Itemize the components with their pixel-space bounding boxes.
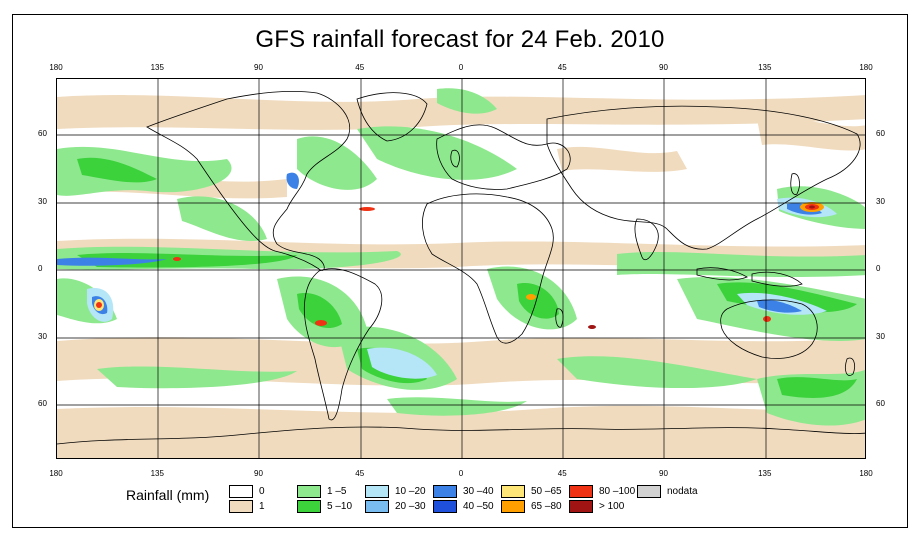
legend-label: 1 bbox=[259, 501, 265, 512]
right-latitude-label: 30 bbox=[876, 197, 885, 206]
legend-swatch bbox=[569, 500, 593, 513]
bottom-longitude-label: 45 bbox=[557, 469, 567, 478]
legend-label: 20 –30 bbox=[395, 501, 426, 512]
top-longitude-label: 180 bbox=[49, 63, 63, 72]
left-latitude-label: 60 bbox=[38, 399, 47, 408]
legend-swatch bbox=[229, 500, 253, 513]
legend-label: 10 –20 bbox=[395, 486, 426, 497]
bottom-longitude-label: 180 bbox=[859, 469, 873, 478]
legend-swatch bbox=[297, 485, 321, 498]
legend-swatch bbox=[433, 500, 457, 513]
legend-swatch bbox=[229, 485, 253, 498]
left-latitude-label: 0 bbox=[38, 264, 43, 273]
bottom-longitude-label: 135 bbox=[150, 469, 164, 478]
legend-title: Rainfall (mm) bbox=[126, 487, 210, 503]
legend-swatch bbox=[501, 485, 525, 498]
legend-label: 5 –10 bbox=[327, 501, 353, 512]
figure-frame bbox=[12, 14, 908, 528]
left-latitude-label: 60 bbox=[38, 129, 47, 138]
top-longitude-label: 135 bbox=[758, 63, 772, 72]
top-longitude-label: 45 bbox=[557, 63, 567, 72]
legend-swatch bbox=[569, 485, 593, 498]
legend-swatch bbox=[433, 485, 457, 498]
legend-label: 0 bbox=[259, 486, 265, 497]
right-latitude-label: 60 bbox=[876, 399, 885, 408]
legend-swatch bbox=[365, 500, 389, 513]
legend-label: 65 –80 bbox=[531, 501, 562, 512]
top-longitude-label: 45 bbox=[355, 63, 365, 72]
top-longitude-label: 90 bbox=[659, 63, 668, 72]
bottom-longitude-label: 45 bbox=[355, 469, 365, 478]
rain-heavy-spots bbox=[94, 202, 824, 329]
bottom-longitude-label: 180 bbox=[49, 469, 63, 478]
graticule bbox=[57, 79, 865, 458]
top-longitude-label: 135 bbox=[150, 63, 164, 72]
bottom-longitude-label: 135 bbox=[758, 469, 772, 478]
legend-label: 50 –65 bbox=[531, 486, 562, 497]
top-longitude-label: 0 bbox=[458, 63, 464, 72]
legend-label: 30 –40 bbox=[463, 486, 494, 497]
map-canvas bbox=[57, 79, 865, 458]
legend-swatch bbox=[637, 485, 661, 498]
right-latitude-label: 60 bbox=[876, 129, 885, 138]
legend-swatch bbox=[297, 500, 321, 513]
bottom-longitude-label: 90 bbox=[659, 469, 668, 478]
left-latitude-label: 30 bbox=[38, 197, 47, 206]
legend-swatch bbox=[501, 500, 525, 513]
top-longitude-label: 180 bbox=[859, 63, 873, 72]
rainfall-map bbox=[56, 78, 866, 459]
legend-label: 80 –100 bbox=[599, 486, 636, 497]
bottom-longitude-label: 90 bbox=[254, 469, 263, 478]
left-latitude-label: 30 bbox=[38, 332, 47, 341]
bottom-longitude-label: 0 bbox=[458, 469, 464, 478]
right-latitude-label: 30 bbox=[876, 332, 885, 341]
top-longitude-label: 90 bbox=[254, 63, 263, 72]
legend-label: > 100 bbox=[599, 501, 625, 512]
right-latitude-label: 0 bbox=[876, 264, 881, 273]
map-title: GFS rainfall forecast for 24 Feb. 2010 bbox=[255, 26, 665, 53]
legend-label: 1 –5 bbox=[327, 486, 347, 497]
legend-label: nodata bbox=[667, 486, 698, 497]
legend-label: 40 –50 bbox=[463, 501, 494, 512]
legend-swatch bbox=[365, 485, 389, 498]
coastlines bbox=[57, 90, 865, 445]
